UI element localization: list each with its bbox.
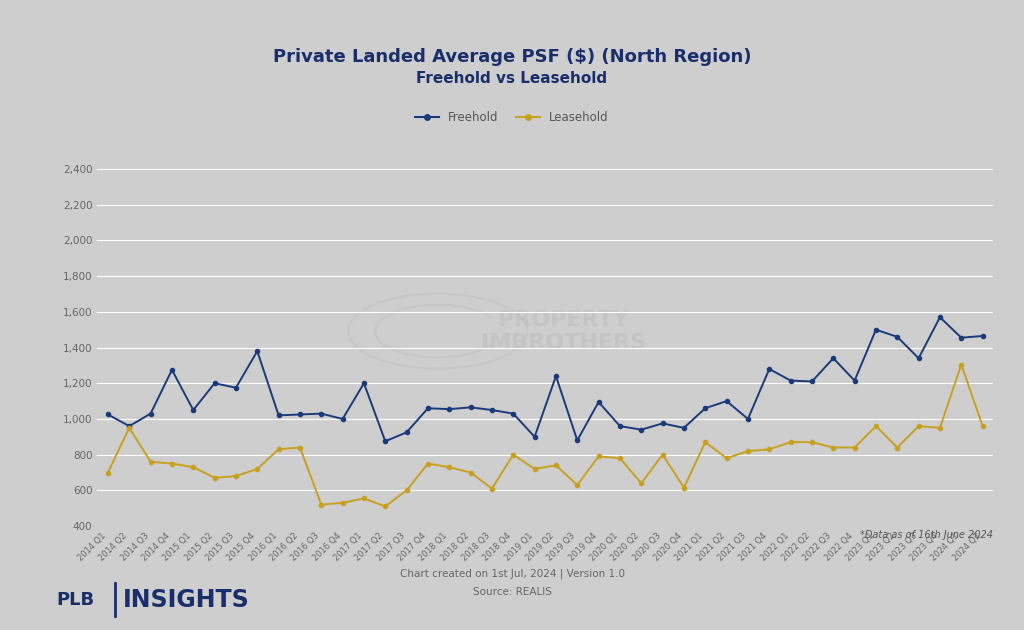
Text: Freehold vs Leasehold: Freehold vs Leasehold <box>417 71 607 86</box>
Text: INSIGHTS: INSIGHTS <box>123 588 250 612</box>
Legend: Freehold, Leasehold: Freehold, Leasehold <box>411 106 613 129</box>
Text: PLB: PLB <box>56 591 94 609</box>
Text: *Data as of 16th June 2024: *Data as of 16th June 2024 <box>860 530 993 541</box>
Text: Source: REALIS: Source: REALIS <box>472 587 552 597</box>
Text: Private Landed Average PSF ($) (North Region): Private Landed Average PSF ($) (North Re… <box>272 48 752 66</box>
Text: PROPERTY
IMBROTHERS: PROPERTY IMBROTHERS <box>480 309 646 353</box>
Text: Chart created on 1st Jul, 2024 | Version 1.0: Chart created on 1st Jul, 2024 | Version… <box>399 568 625 578</box>
